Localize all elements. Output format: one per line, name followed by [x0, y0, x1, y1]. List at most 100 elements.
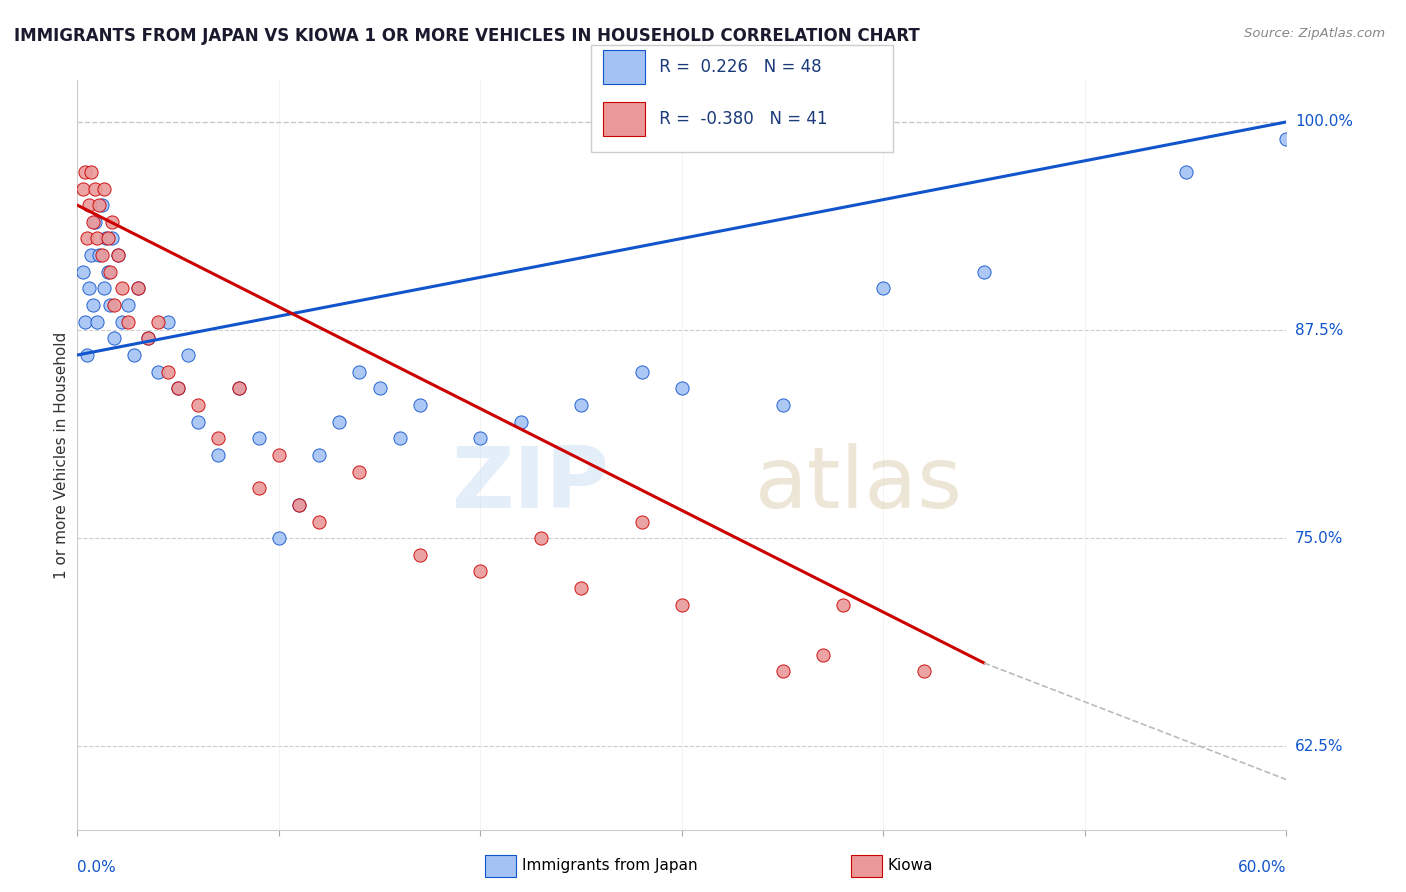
Point [89, 198, 111, 212]
Point [96, 265, 118, 279]
Text: 87.5%: 87.5% [1295, 323, 1343, 337]
Point [267, 531, 290, 545]
Point [228, 381, 250, 395]
Text: Source: ZipAtlas.com: Source: ZipAtlas.com [1244, 27, 1385, 40]
Point [328, 415, 350, 429]
Point [90, 198, 112, 212]
Y-axis label: 1 or more Vehicles in Household: 1 or more Vehicles in Household [53, 331, 69, 579]
Point [470, 431, 492, 445]
Point [98, 298, 121, 312]
Point [100, 215, 122, 229]
Point [80, 165, 103, 179]
Point [98, 265, 121, 279]
Point [93, 281, 115, 295]
Point [84, 215, 107, 229]
Point [136, 331, 159, 345]
Point [167, 381, 190, 395]
Point [1174, 165, 1197, 179]
Point [187, 398, 209, 412]
Point [75, 165, 97, 179]
Point [107, 248, 129, 262]
Point [82, 215, 104, 229]
Point [86, 231, 108, 245]
Point [157, 365, 180, 379]
Point [72, 181, 94, 195]
Point [79, 198, 101, 212]
Point [111, 315, 134, 329]
Point [127, 281, 149, 295]
Text: ZIP: ZIP [451, 443, 609, 526]
Point [93, 181, 115, 195]
Point [80, 248, 103, 262]
Point [94, 231, 117, 245]
Point [247, 481, 270, 495]
Text: R =  0.226   N = 48: R = 0.226 N = 48 [654, 58, 821, 76]
Point [308, 515, 330, 529]
Point [630, 365, 652, 379]
Point [772, 398, 794, 412]
Text: R =  -0.380   N = 41: R = -0.380 N = 41 [654, 110, 827, 128]
Point [247, 431, 270, 445]
Point [117, 315, 139, 329]
Point [388, 431, 411, 445]
Text: 100.0%: 100.0% [1295, 114, 1353, 129]
Point [772, 665, 794, 679]
Point [267, 448, 290, 462]
Point [111, 281, 134, 295]
Point [76, 231, 98, 245]
Point [671, 598, 693, 612]
Text: Immigrants from Japan: Immigrants from Japan [522, 858, 697, 872]
Point [973, 265, 995, 279]
Text: 0.0%: 0.0% [77, 860, 117, 875]
Point [530, 531, 553, 545]
Point [288, 498, 311, 512]
Point [146, 365, 169, 379]
Point [177, 348, 200, 362]
Point [832, 598, 855, 612]
Point [100, 231, 122, 245]
Text: atlas: atlas [755, 443, 963, 526]
Point [509, 415, 531, 429]
Point [671, 381, 693, 395]
Point [107, 248, 129, 262]
Point [75, 315, 97, 329]
Point [157, 315, 180, 329]
Text: IMMIGRANTS FROM JAPAN VS KIOWA 1 OR MORE VEHICLES IN HOUSEHOLD CORRELATION CHART: IMMIGRANTS FROM JAPAN VS KIOWA 1 OR MORE… [14, 27, 920, 45]
Text: 62.5%: 62.5% [1295, 739, 1343, 754]
Point [122, 348, 145, 362]
Point [409, 398, 432, 412]
Point [207, 431, 229, 445]
Point [136, 331, 159, 345]
Point [811, 648, 834, 662]
Point [872, 281, 894, 295]
Point [103, 298, 125, 312]
Point [146, 315, 169, 329]
Text: 75.0%: 75.0% [1295, 531, 1343, 546]
Text: 60.0%: 60.0% [1239, 860, 1286, 875]
Point [96, 231, 118, 245]
Point [288, 498, 311, 512]
Point [72, 265, 94, 279]
Point [368, 381, 391, 395]
Point [207, 448, 229, 462]
Point [167, 381, 190, 395]
Point [117, 298, 139, 312]
Point [127, 281, 149, 295]
Point [103, 331, 125, 345]
Point [1275, 131, 1298, 145]
Point [630, 515, 652, 529]
Point [89, 248, 111, 262]
Point [912, 665, 935, 679]
Point [349, 465, 371, 479]
Point [76, 348, 98, 362]
Point [90, 248, 112, 262]
Point [187, 415, 209, 429]
Point [79, 281, 101, 295]
Point [228, 381, 250, 395]
Point [470, 565, 492, 579]
Point [84, 181, 107, 195]
Point [82, 298, 104, 312]
Text: Kiowa: Kiowa [887, 858, 932, 872]
Point [308, 448, 330, 462]
Point [349, 365, 371, 379]
